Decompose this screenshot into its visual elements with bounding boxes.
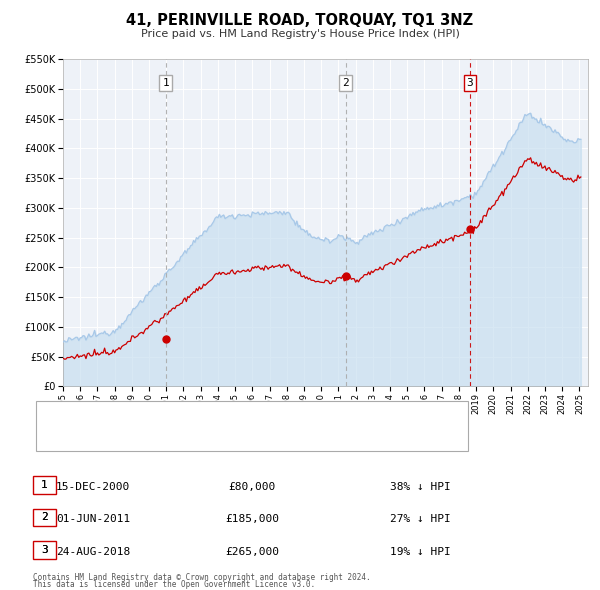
Text: 01-JUN-2011: 01-JUN-2011 [56,514,130,524]
Text: £80,000: £80,000 [229,482,275,491]
Text: 1: 1 [162,78,169,88]
FancyBboxPatch shape [33,541,56,559]
Text: 15-DEC-2000: 15-DEC-2000 [56,482,130,491]
Text: 38% ↓ HPI: 38% ↓ HPI [390,482,451,491]
Text: HPI: Average price, detached house, Torbay: HPI: Average price, detached house, Torb… [84,432,311,442]
Text: 27% ↓ HPI: 27% ↓ HPI [390,514,451,524]
Text: 41, PERINVILLE ROAD, TORQUAY, TQ1 3NZ: 41, PERINVILLE ROAD, TORQUAY, TQ1 3NZ [127,13,473,28]
Text: 24-AUG-2018: 24-AUG-2018 [56,547,130,556]
Text: 2: 2 [41,513,48,522]
Text: ─────: ───── [48,432,82,442]
Text: Price paid vs. HM Land Registry's House Price Index (HPI): Price paid vs. HM Land Registry's House … [140,29,460,38]
Text: £265,000: £265,000 [225,547,279,556]
Text: 3: 3 [41,545,48,555]
Text: 1: 1 [41,480,48,490]
Text: 2: 2 [41,513,48,522]
Text: 19% ↓ HPI: 19% ↓ HPI [390,547,451,556]
FancyBboxPatch shape [33,509,56,526]
Text: 3: 3 [467,78,473,88]
Text: 2: 2 [342,78,349,88]
Text: 3: 3 [41,545,48,555]
Text: £185,000: £185,000 [225,514,279,524]
Text: Contains HM Land Registry data © Crown copyright and database right 2024.: Contains HM Land Registry data © Crown c… [33,572,371,582]
FancyBboxPatch shape [33,476,56,494]
Text: 41, PERINVILLE ROAD, TORQUAY, TQ1 3NZ (detached house): 41, PERINVILLE ROAD, TORQUAY, TQ1 3NZ (d… [84,410,400,420]
Text: 1: 1 [41,480,48,490]
Text: This data is licensed under the Open Government Licence v3.0.: This data is licensed under the Open Gov… [33,579,315,589]
Text: ─────: ───── [48,410,82,420]
